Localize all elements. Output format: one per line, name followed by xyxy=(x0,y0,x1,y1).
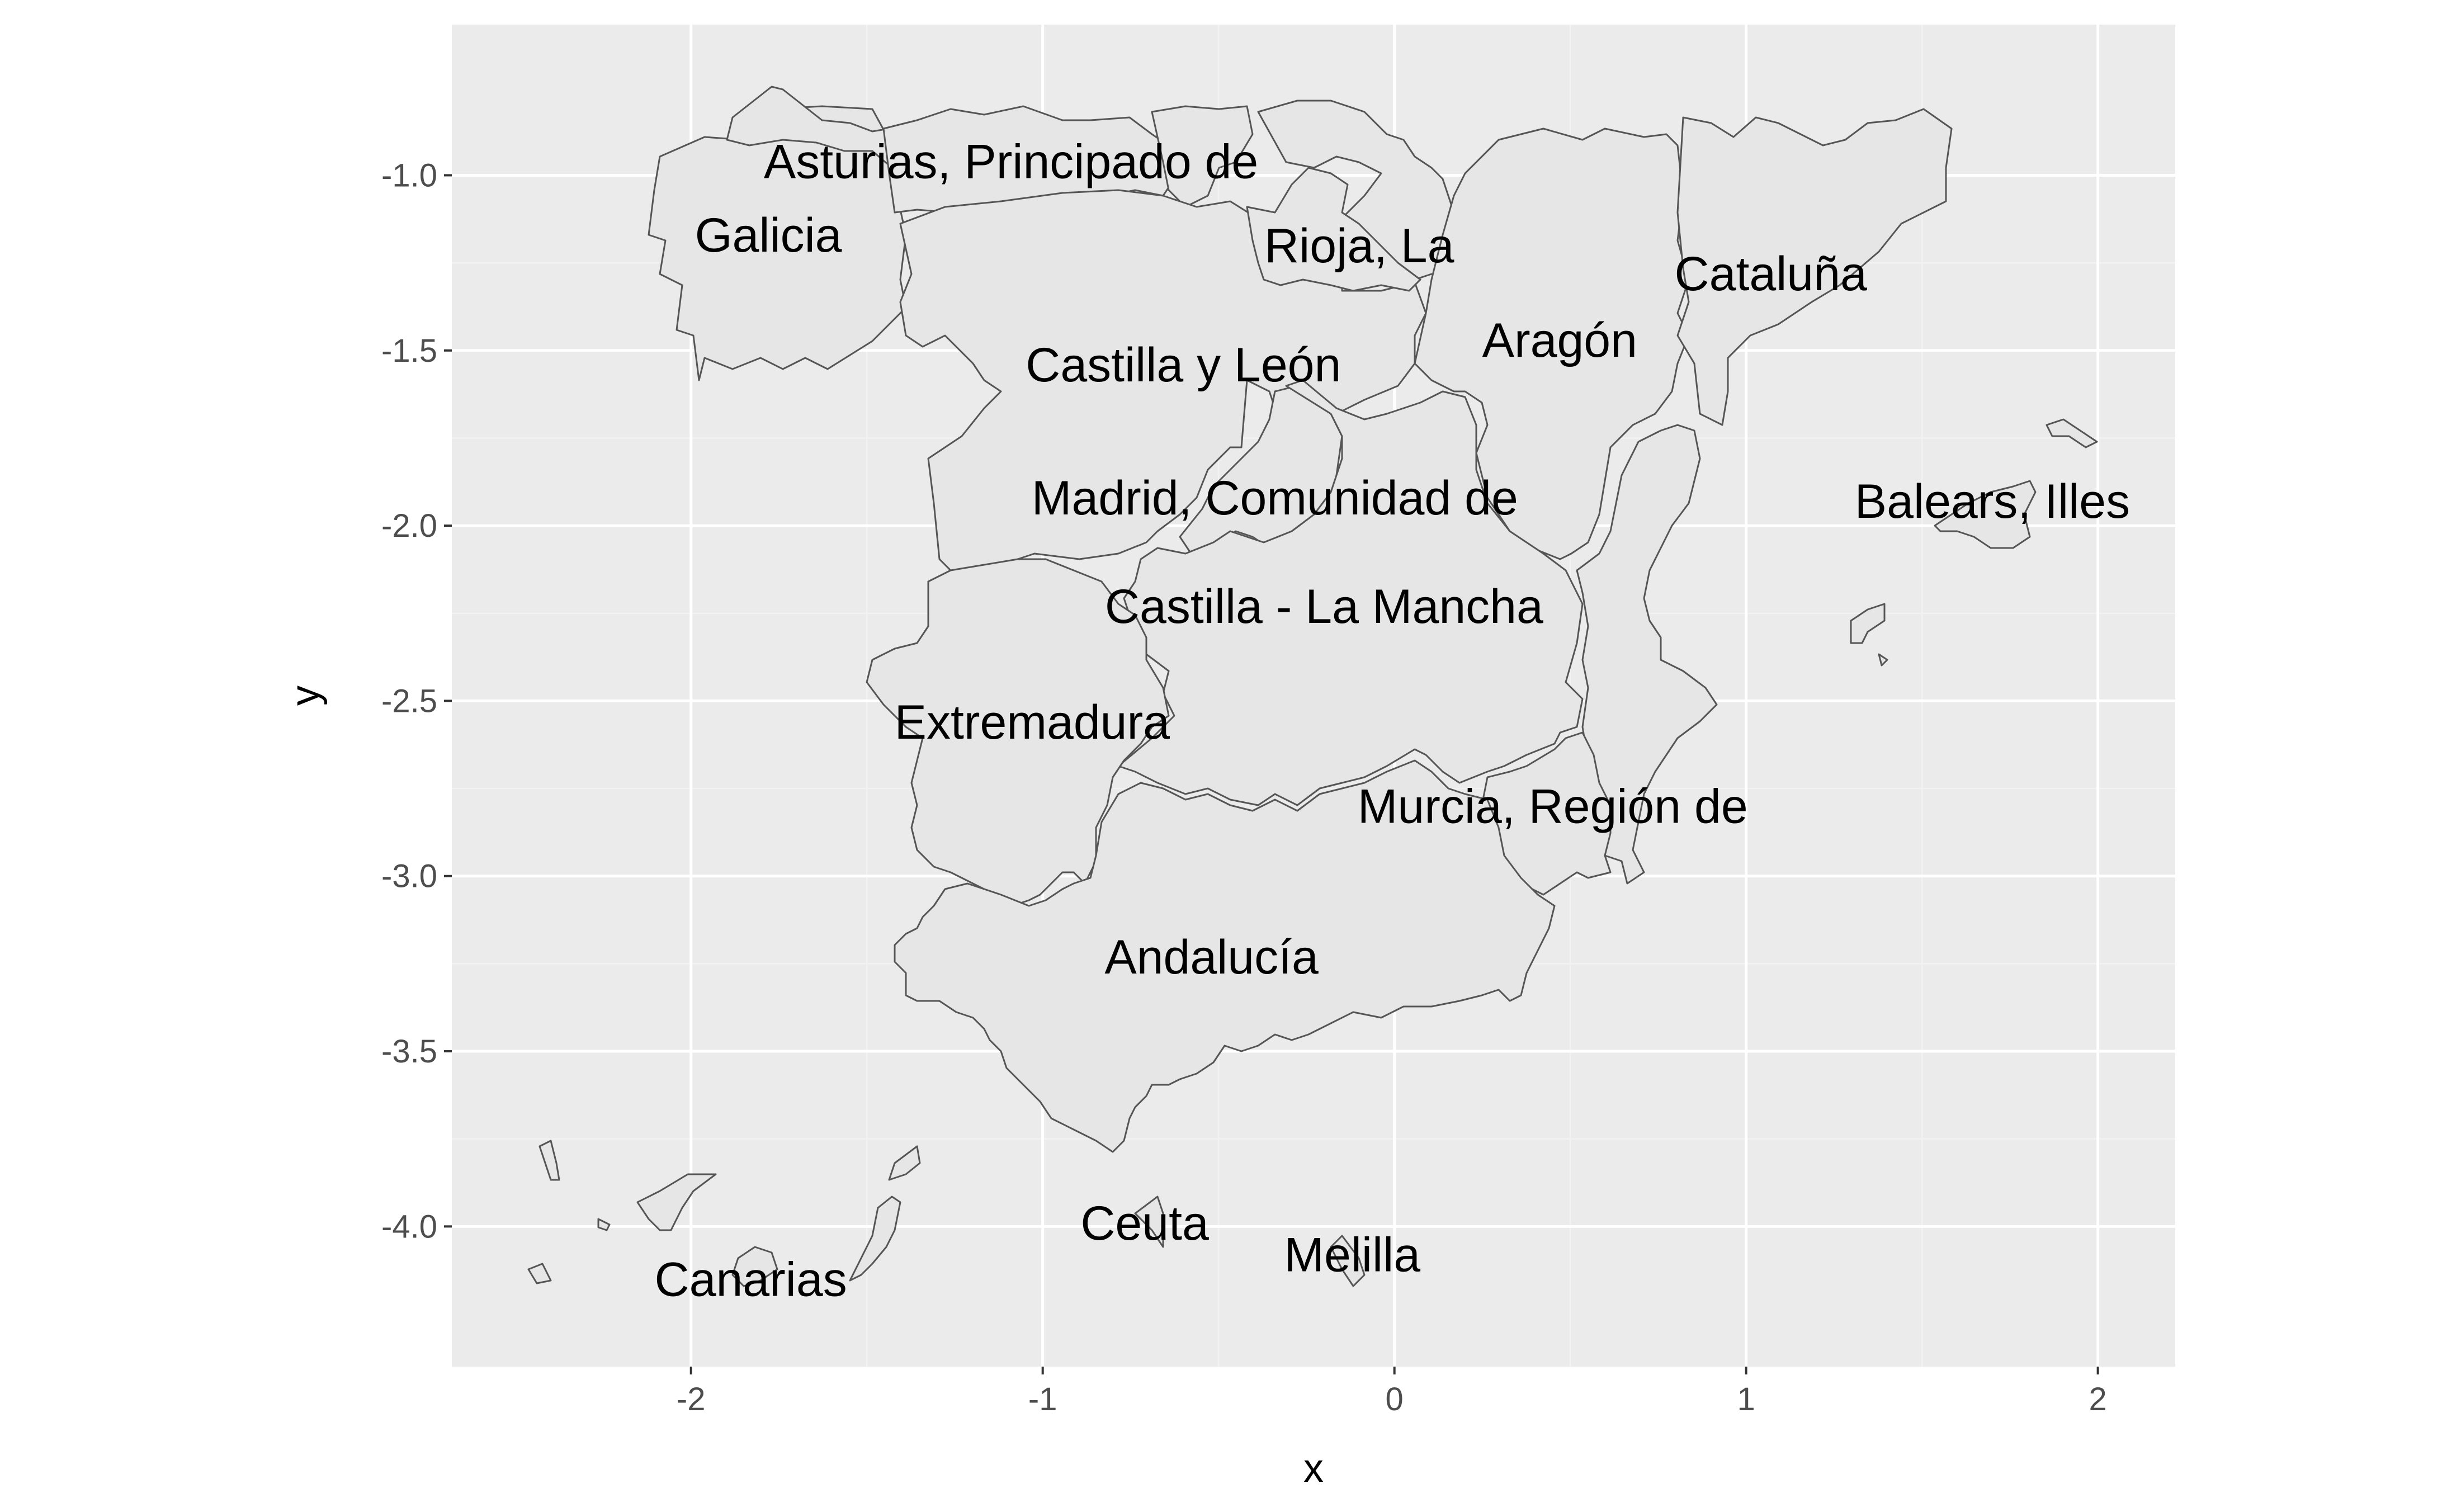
y-tick-label: -1.5 xyxy=(381,333,437,369)
x-tick-label: -2 xyxy=(677,1381,706,1418)
x-axis-title: x xyxy=(1303,1446,1324,1491)
region-extremadura xyxy=(866,558,1170,907)
region-label-melilla: Melilla xyxy=(1284,1228,1420,1282)
y-tick-label: -3.0 xyxy=(381,858,437,895)
region-balears-menorca xyxy=(2046,418,2098,448)
y-axis-title: y xyxy=(283,686,328,706)
region-canarias-hierro xyxy=(527,1263,552,1284)
region-shapes xyxy=(527,86,2098,1287)
x-tick-label: 0 xyxy=(1386,1381,1404,1418)
x-tick-label: -1 xyxy=(1028,1381,1057,1418)
region-balears-mallorca xyxy=(1934,480,2037,549)
region-label-ceuta: Ceuta xyxy=(1080,1197,1209,1250)
region-canarias-gomera xyxy=(597,1218,611,1231)
y-tick-label: -3.5 xyxy=(381,1033,437,1070)
region-canarias-lanzarote xyxy=(849,1196,901,1282)
region-balears-ibiza xyxy=(1850,603,1886,644)
region-label-castilla-la-mancha: Castilla - La Mancha xyxy=(1105,580,1543,634)
region-canarias-la-palma xyxy=(538,1140,560,1181)
region-label-andalucia: Andalucía xyxy=(1104,930,1319,984)
region-labels: Asturias, Principado de Galicia Rioja, La C… xyxy=(655,135,2131,1306)
y-tick-label: -2.5 xyxy=(381,683,437,719)
region-label-extremadura: Extremadura xyxy=(895,696,1170,749)
region-label-murcia-region-de: Murcia, Región de xyxy=(1358,779,1748,833)
region-label-aragon: Aragón xyxy=(1482,314,1637,367)
y-tick-label: -1.0 xyxy=(381,157,437,193)
region-ceuta xyxy=(1134,1196,1164,1248)
region-canarias-tenerife xyxy=(636,1173,717,1231)
region-pais-vasco xyxy=(1151,105,1254,208)
region-valencia xyxy=(1576,424,1718,885)
y-tick-label: -4.0 xyxy=(381,1208,437,1245)
region-label-cataluna: Cataluña xyxy=(1675,247,1867,301)
region-label-rioja-la: Rioja, La xyxy=(1264,219,1454,273)
region-balears-formentera xyxy=(1878,653,1888,667)
region-label-galicia: Galicia xyxy=(695,209,842,262)
region-label-asturias-principado-de: Asturias, Principado de xyxy=(764,135,1258,188)
region-label-balears-illes: Balears, Illes xyxy=(1855,475,2130,528)
region-navarra xyxy=(1257,100,1461,286)
region-label-madrid-comunidad-de: Madrid, Comunidad de xyxy=(1032,471,1518,525)
region-galicia xyxy=(648,105,907,381)
y-tick-label: -2.0 xyxy=(381,508,437,544)
region-canarias-gran-canaria xyxy=(731,1246,778,1287)
axes: -2 -1 0 1 2 -1.0 -1.5 -2.0 -2.5 -3.0 -3.5 -4.0 x y xyxy=(283,157,2107,1491)
region-castilla-la-mancha xyxy=(1117,379,1584,806)
region-label-castilla-y-leon: Castilla y León xyxy=(1026,338,1341,392)
region-andalucia xyxy=(894,759,1556,1153)
region-cataluna xyxy=(1676,108,1953,426)
region-canarias-fuerteventura-north xyxy=(888,1145,921,1181)
region-la-rioja xyxy=(1246,167,1421,292)
x-tick-label: 2 xyxy=(2089,1381,2106,1418)
region-aragon xyxy=(1414,127,1690,560)
x-tick-label: 1 xyxy=(1737,1381,1755,1418)
region-label-canarias: Canarias xyxy=(655,1253,847,1306)
region-melilla xyxy=(1330,1235,1366,1287)
